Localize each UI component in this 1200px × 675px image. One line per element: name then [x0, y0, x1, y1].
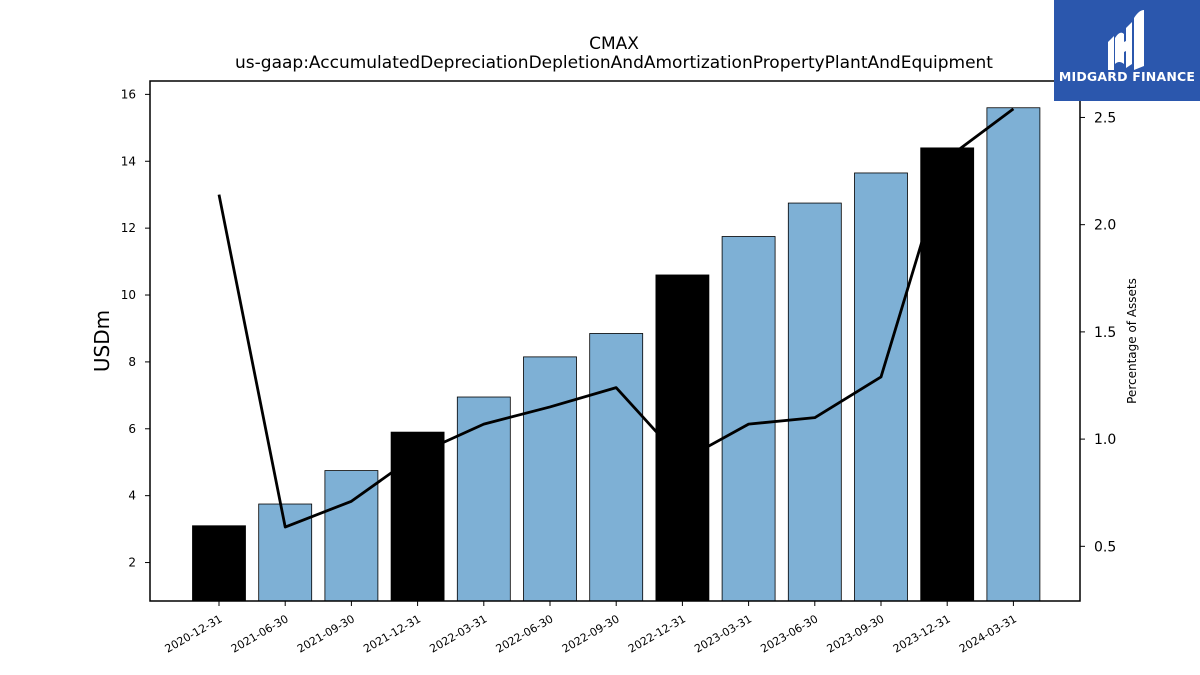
- y-tick-label-8: 8: [128, 355, 136, 369]
- y-tick-label-14: 14: [121, 154, 136, 168]
- y-tick-label-2: 2: [128, 556, 136, 570]
- y-tick-label-16: 16: [121, 87, 136, 101]
- y-axis-label: USDm: [90, 310, 114, 372]
- bar-2023-06-30: [787, 202, 842, 602]
- y2-tick-label-2.5: 2.5: [1094, 110, 1116, 126]
- y2-axis-label: Percentage of Assets: [1125, 278, 1139, 404]
- bar-2023-03-31: [721, 236, 776, 602]
- bar-2023-12-31: [920, 147, 975, 602]
- midgard-finance-logo: MIDGARD FINANCE: [1054, 0, 1200, 101]
- x-tick-label-2023-03-31: 2023-03-31: [692, 612, 754, 655]
- x-tick-label-2021-09-30: 2021-09-30: [295, 612, 357, 655]
- chart-title: CMAX: [589, 34, 639, 54]
- y-tick-label-12: 12: [121, 221, 136, 235]
- y2-tick-label-0.5: 0.5: [1094, 539, 1116, 555]
- bar-2020-12-31: [192, 525, 246, 602]
- x-tick-label-2023-09-30: 2023-09-30: [825, 612, 887, 655]
- x-tick-label-2022-09-30: 2022-09-30: [560, 612, 622, 655]
- bar-2021-09-30: [324, 470, 379, 602]
- y-tick-label-6: 6: [128, 422, 136, 436]
- y-tick-label-10: 10: [121, 288, 136, 302]
- bar-2022-03-31: [456, 396, 511, 602]
- x-tick-label-2023-12-31: 2023-12-31: [891, 612, 953, 655]
- bar-2021-12-31: [390, 431, 445, 602]
- y2-tick-label-2.0: 2.0: [1094, 218, 1116, 234]
- x-tick-label-2021-12-31: 2021-12-31: [361, 612, 423, 655]
- logo-text: MIDGARD FINANCE: [1058, 69, 1196, 84]
- y2-tick-label-1.5: 1.5: [1094, 325, 1116, 341]
- x-tick-label-2022-03-31: 2022-03-31: [427, 612, 489, 655]
- y-tick-label-4: 4: [128, 489, 136, 503]
- plot-frame: [149, 80, 1081, 602]
- bar-2022-09-30: [589, 333, 644, 602]
- x-tick-label-2022-06-30: 2022-06-30: [494, 612, 556, 655]
- x-tick-label-2023-06-30: 2023-06-30: [758, 612, 820, 655]
- x-tick-label-2021-06-30: 2021-06-30: [229, 612, 291, 655]
- bar-2024-03-31: [986, 107, 1041, 602]
- x-tick-label-2024-03-31: 2024-03-31: [957, 612, 1019, 655]
- chart-subtitle: us-gaap:AccumulatedDepreciationDepletion…: [235, 53, 993, 73]
- x-tick-label-2022-12-31: 2022-12-31: [626, 612, 688, 655]
- bar-2022-06-30: [523, 356, 577, 602]
- x-tick-label-2020-12-31: 2020-12-31: [163, 612, 225, 655]
- y2-tick-label-1.0: 1.0: [1094, 432, 1116, 448]
- midgard-logo-icon: [1108, 10, 1144, 70]
- bar-2022-12-31: [655, 274, 710, 602]
